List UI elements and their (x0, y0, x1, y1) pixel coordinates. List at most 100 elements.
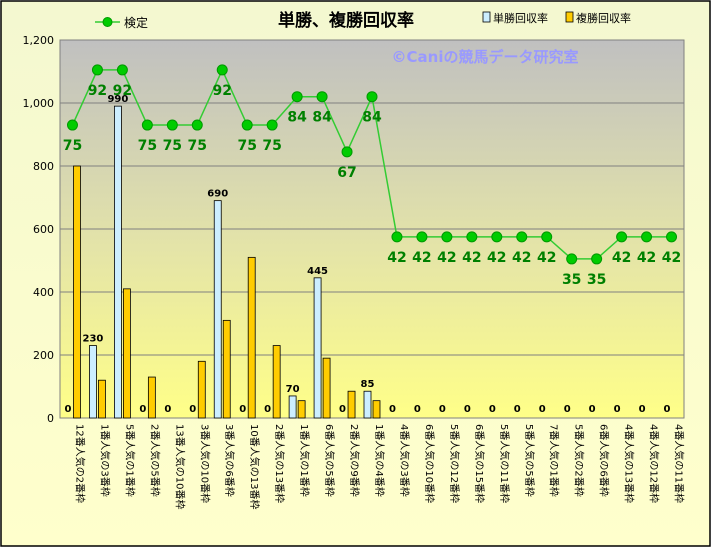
bar-place (297, 400, 306, 419)
line-point (541, 231, 553, 243)
line-data-label: 75 (262, 138, 281, 154)
line-point (391, 231, 403, 243)
bar-win-data-label: 0 (589, 404, 596, 415)
bar-place (98, 379, 106, 419)
legend-place-swatch (565, 11, 574, 23)
line-data-label: 75 (63, 138, 82, 154)
legend-line-label: 検定 (124, 15, 148, 30)
legend-item-place: 複勝回収率 (565, 11, 631, 25)
bar-win-data-label: 0 (564, 404, 571, 415)
legend-place-label: 複勝回収率 (576, 11, 631, 25)
bar-place (372, 400, 381, 419)
line-data-label: 42 (512, 250, 531, 266)
x-tick-label: 6番人気の15番枠 (473, 424, 486, 503)
line-data-label: 35 (562, 272, 581, 288)
legend: 検定 単勝回収率 複勝回収率 (95, 11, 631, 30)
x-tick-label: 1番人気の1番枠 (298, 424, 311, 497)
line-data-label: 42 (662, 250, 681, 266)
x-tick-label: 13番人気の10番枠 (173, 424, 186, 509)
legend-win-swatch (482, 11, 491, 23)
line-point (216, 64, 228, 76)
bar-win-data-label: 85 (361, 379, 375, 390)
bar-win-data-label: 0 (239, 404, 246, 415)
y-tick-label: 400 (33, 286, 54, 299)
x-tick-label: 10番人気の13番枠 (248, 424, 261, 509)
x-tick-label: 3番人気の6番枠 (223, 424, 236, 497)
bar-win-data-label: 990 (107, 94, 128, 105)
line-data-label: 92 (113, 83, 132, 99)
bar-win (213, 200, 222, 419)
line-data-label: 75 (163, 138, 182, 154)
line-data-label: 42 (437, 250, 456, 266)
bar-win-data-label: 0 (189, 404, 196, 415)
bar-win-data-label: 70 (286, 384, 300, 395)
legend-win-label: 単勝回収率 (493, 11, 548, 25)
line-point (416, 231, 428, 243)
legend-item-win: 単勝回収率 (482, 11, 548, 25)
line-point (616, 231, 628, 243)
gridlines (60, 102, 684, 356)
bar-place (222, 319, 231, 419)
x-tick-label: 4番人気の13番枠 (623, 424, 636, 503)
line-point (91, 64, 103, 76)
line-data-label: 42 (462, 250, 481, 266)
bar-win (313, 277, 322, 419)
line-point (441, 231, 453, 243)
line-data-label: 35 (587, 272, 606, 288)
chart-title: 単勝、複勝回収率 (278, 10, 414, 31)
line-point (141, 119, 153, 131)
x-tick-label: 4番人気の11番枠 (673, 424, 686, 503)
x-tick-label: 3番人気の10番枠 (198, 424, 211, 503)
line-point (66, 119, 78, 131)
bar-win-data-label: 0 (264, 404, 271, 415)
line-point (566, 253, 578, 265)
bar-win-data-label: 0 (414, 404, 421, 415)
x-tick-label: 2番人気の13番枠 (273, 424, 286, 503)
line-data-label: 84 (362, 110, 382, 126)
line-point (291, 91, 303, 103)
bar-win-data-label: 445 (307, 266, 328, 277)
x-tick-label: 6番人気の5番枠 (323, 424, 336, 497)
bar-win-data-label: 0 (439, 404, 446, 415)
line-data-label: 42 (387, 250, 406, 266)
bar-win-data-label: 0 (464, 404, 471, 415)
x-tick-label: 7番人気の1番枠 (548, 424, 561, 497)
line-data-label: 42 (487, 250, 506, 266)
line-data-label: 92 (88, 83, 107, 99)
x-tick-label: 2番人気の9番枠 (348, 424, 361, 497)
bar-win-data-label: 230 (83, 334, 104, 345)
line-data-label: 75 (237, 138, 256, 154)
bar-win-data-label: 0 (514, 404, 521, 415)
bar-win (89, 345, 97, 419)
bar-win-data-label: 690 (207, 189, 228, 200)
x-tick-label: 12番人気の2番枠 (73, 424, 86, 503)
x-tick-label: 4番人気の12番枠 (648, 424, 661, 503)
y-tick-label: 200 (33, 349, 54, 362)
y-axis: 0 200 400 600 800 1,000 1,200 (23, 34, 55, 425)
x-axis: 12番人気の2番枠 1番人気の3番枠 5番人気の1番枠 2番人気の5番枠 13番人気の1… (73, 424, 685, 509)
bar-place (197, 360, 206, 419)
bar-win-data-label: 0 (339, 404, 346, 415)
bar-win (288, 395, 297, 419)
line-data-label: 42 (412, 250, 431, 266)
x-tick-label: 5番人気の11番枠 (498, 424, 511, 503)
bar-win (363, 390, 372, 419)
x-tick-label: 1番人気の3番枠 (98, 424, 111, 497)
watermark: ©Caniの競馬データ研究室 (392, 48, 579, 66)
bars: 0 230 990 0 0 0 690 0 0 70 445 0 85 0 0 0 0 0 0 0 0 0 0 0 0 (64, 94, 671, 419)
bar-win-data-label: 0 (539, 404, 546, 415)
line-point (466, 231, 478, 243)
line-point (366, 91, 378, 103)
x-tick-label: 5番人気の2番枠 (573, 424, 586, 497)
line-data-label: 75 (188, 138, 207, 154)
y-tick-label: 600 (33, 223, 54, 236)
bar-win-data-label: 0 (389, 404, 396, 415)
legend-item-line: 検定 (95, 15, 148, 30)
y-tick-label: 800 (33, 160, 54, 173)
x-tick-label: 6番人気の6番枠 (598, 424, 611, 497)
x-tick-label: 2番人気の5番枠 (148, 424, 161, 497)
x-tick-label: 5番人気の5番枠 (523, 424, 536, 497)
line-point (491, 231, 503, 243)
bar-place (322, 357, 331, 419)
